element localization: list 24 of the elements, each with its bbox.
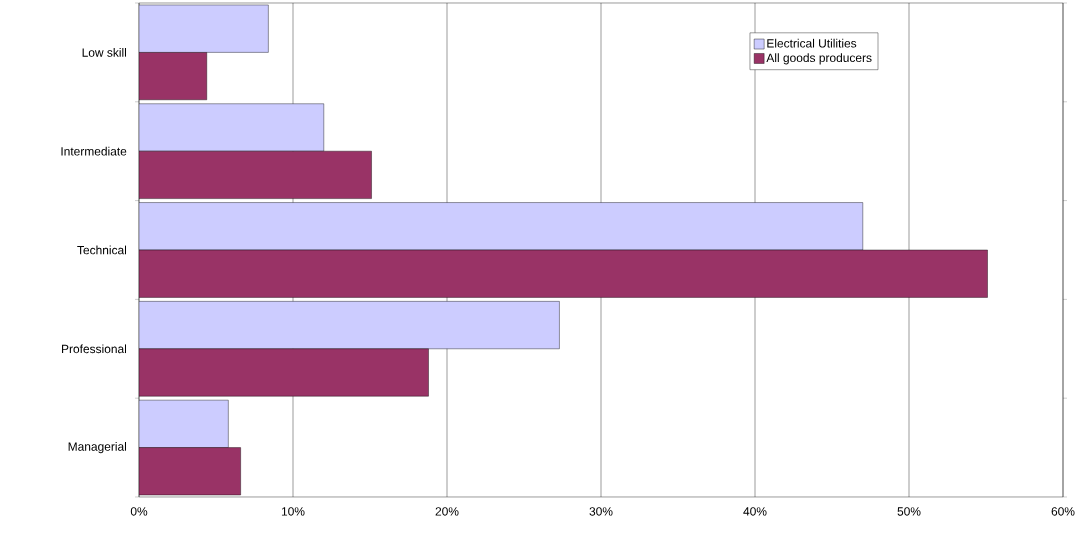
- legend-label: All goods producers: [766, 53, 872, 65]
- bar: [139, 348, 429, 397]
- bar: [139, 399, 229, 448]
- legend-label: Electrical Utilities: [767, 38, 857, 48]
- x-tick-label: 20%: [435, 507, 459, 516]
- x-tick-label: 40%: [743, 507, 767, 516]
- y-tick-label: Professional: [62, 344, 127, 354]
- bar: [139, 103, 325, 152]
- x-tick-label: 60%: [1051, 507, 1075, 516]
- x-tick-label: 30%: [589, 507, 613, 516]
- y-tick-label: Managerial: [68, 442, 127, 454]
- bar: [139, 52, 207, 101]
- x-tick-label: 50%: [897, 507, 921, 516]
- bar: [139, 150, 372, 199]
- x-tick-label: 0%: [130, 507, 148, 516]
- y-tick-label: Intermediate: [61, 146, 127, 156]
- bar: [139, 249, 988, 298]
- bar: [139, 447, 241, 496]
- bar: [139, 4, 269, 53]
- bar: [139, 301, 560, 349]
- y-tick-label: Technical: [77, 245, 127, 255]
- x-tick-label: 10%: [281, 507, 305, 516]
- bar: [139, 202, 864, 251]
- y-tick-label: Low skill: [82, 48, 127, 57]
